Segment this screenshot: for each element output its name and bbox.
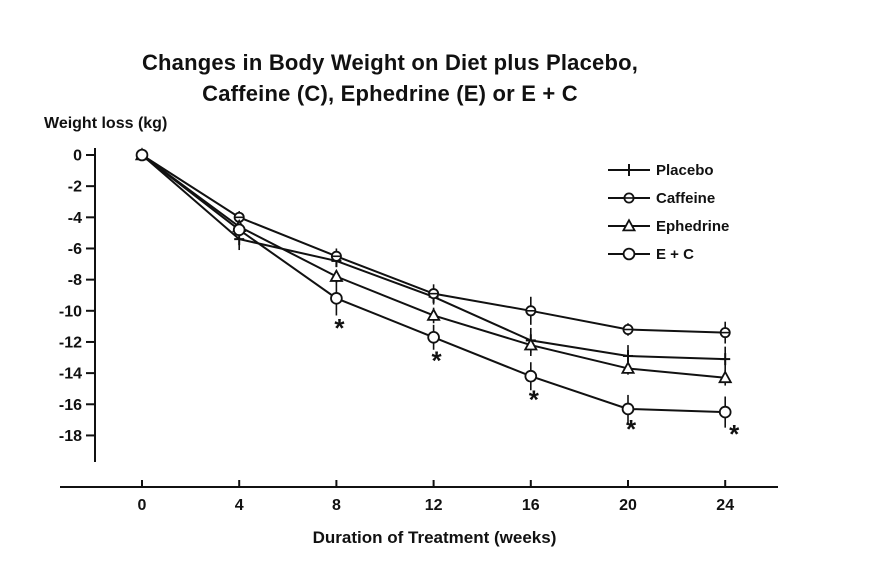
- svg-text:*: *: [334, 313, 345, 343]
- x-axis-label: Duration of Treatment (weeks): [312, 528, 557, 547]
- triangle-marker-icon: [608, 218, 650, 232]
- legend-item-e-c: E + C: [606, 240, 729, 268]
- chart-title-line2: Caffeine (C), Ephedrine (E) or E + C: [202, 81, 578, 106]
- svg-text:*: *: [729, 419, 740, 449]
- y-axis-label: Weight loss (kg): [44, 115, 168, 132]
- svg-text:0: 0: [73, 148, 82, 165]
- svg-text:-4: -4: [68, 210, 82, 227]
- svg-text:*: *: [529, 384, 540, 414]
- svg-text:8: 8: [332, 497, 341, 514]
- svg-text:-16: -16: [59, 397, 82, 414]
- svg-text:-8: -8: [68, 272, 82, 289]
- svg-text:24: 24: [716, 497, 734, 514]
- svg-text:-14: -14: [59, 366, 82, 383]
- svg-text:-10: -10: [59, 303, 82, 320]
- legend-item-placebo: Placebo: [606, 156, 729, 184]
- legend-item-ephedrine: Ephedrine: [606, 212, 729, 240]
- legend-label-placebo: Placebo: [656, 161, 714, 179]
- legend-label-caffeine: Caffeine: [656, 189, 716, 207]
- circle-marker-icon: [608, 247, 650, 261]
- legend: Placebo Caffeine Ephedrine E + C: [606, 156, 729, 268]
- svg-text:-12: -12: [59, 334, 82, 351]
- svg-text:0: 0: [138, 497, 147, 514]
- circle-line-marker-icon: [608, 192, 650, 204]
- svg-text:-18: -18: [59, 428, 82, 445]
- svg-text:16: 16: [522, 497, 540, 514]
- chart-title-line1: Changes in Body Weight on Diet plus Plac…: [141, 50, 639, 75]
- plus-marker-icon: [608, 164, 650, 176]
- legend-label-ephedrine: Ephedrine: [656, 217, 730, 235]
- svg-text:12: 12: [425, 497, 443, 514]
- chart-title: Changes in Body Weight on Diet plus Plac…: [0, 47, 780, 109]
- svg-text:*: *: [626, 414, 637, 444]
- legend-label-e-c: E + C: [656, 245, 694, 263]
- svg-text:20: 20: [619, 497, 637, 514]
- svg-text:-6: -6: [68, 241, 82, 258]
- svg-text:-2: -2: [68, 179, 82, 196]
- legend-item-caffeine: Caffeine: [606, 184, 729, 212]
- svg-text:*: *: [432, 346, 443, 376]
- svg-text:4: 4: [235, 497, 244, 514]
